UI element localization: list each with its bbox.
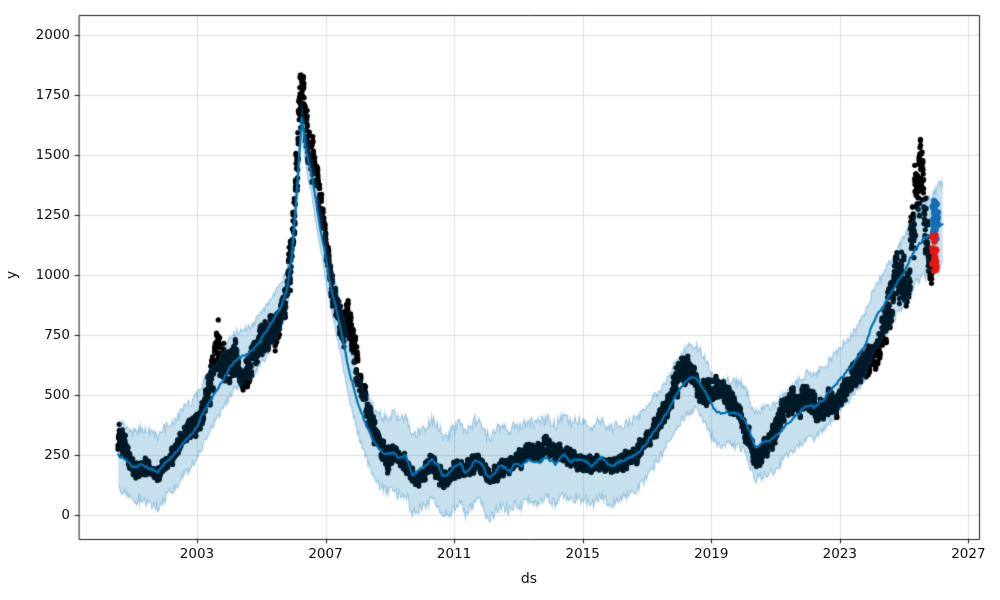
y-tick-label: 1000	[35, 266, 70, 283]
x-tick-label: 2023	[822, 546, 857, 562]
x-tick-label: 2007	[308, 546, 343, 562]
x-axis-label: ds	[520, 571, 538, 587]
x-tick-label: 2027	[951, 546, 986, 562]
y-tick-label: 2000	[35, 26, 70, 43]
y-tick-label: 500	[44, 386, 70, 403]
y-tick-label: 1250	[35, 206, 70, 223]
x-tick-label: 2019	[694, 546, 729, 562]
x-tick-label: 2003	[179, 546, 215, 562]
y-tick-label: 0	[61, 506, 70, 523]
y-tick-label: 1500	[35, 146, 70, 163]
y-tick-label: 250	[44, 446, 70, 463]
y-tick-label: 1750	[35, 86, 70, 103]
y-tick-label: 750	[44, 326, 70, 343]
x-tick-label: 2015	[565, 546, 600, 562]
x-tick-label: 2011	[436, 546, 472, 562]
y-axis-label: y	[4, 270, 20, 280]
